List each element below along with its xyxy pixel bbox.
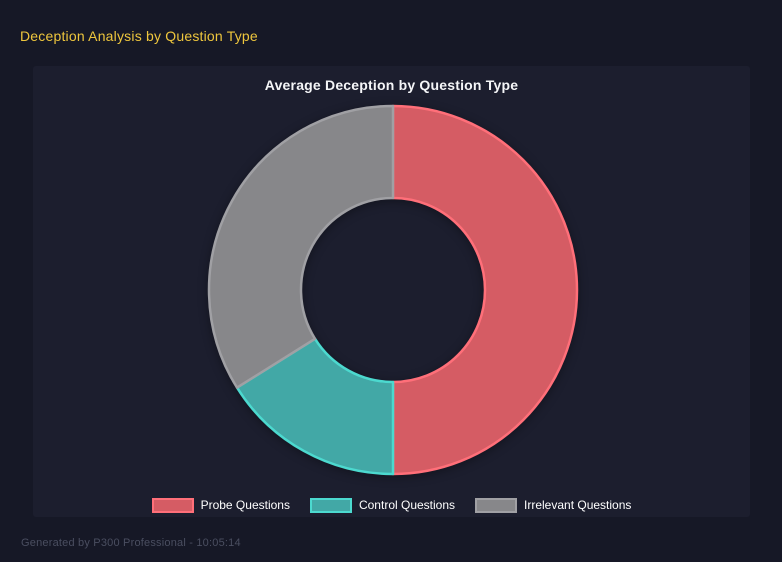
legend-label: Control Questions [358,498,456,512]
page-title: Deception Analysis by Question Type [20,28,258,44]
legend-label: Irrelevant Questions [524,498,632,512]
legend-label: Probe Questions [200,498,290,512]
donut-segment-probe-questions[interactable] [391,104,579,476]
footer-status-text: Generated by P300 Professional - 10:05:1… [21,537,241,549]
legend-swatch [475,497,518,513]
legend-item-probe-questions[interactable]: Probe Questions [151,497,290,513]
chart-panel: Average Deception by Question Type Probe… [33,66,750,517]
donut-segment-irrelevant-questions[interactable] [207,104,395,389]
chart-title: Average Deception by Question Type [264,77,519,93]
legend-item-irrelevant-questions[interactable]: Irrelevant Questions [475,497,632,513]
legend-swatch [151,497,194,513]
legend-item-control-questions[interactable]: Control Questions [309,497,456,513]
legend-swatch [309,497,352,513]
doughnut-chart[interactable] [203,100,583,480]
donut-segment-control-questions[interactable] [235,337,395,476]
chart-legend: Probe Questions Control Questions Irreleva… [33,496,750,514]
